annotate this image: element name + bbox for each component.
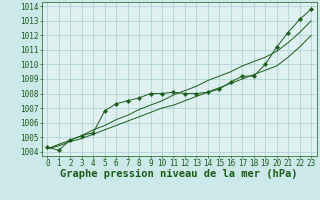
X-axis label: Graphe pression niveau de la mer (hPa): Graphe pression niveau de la mer (hPa): [60, 169, 298, 179]
